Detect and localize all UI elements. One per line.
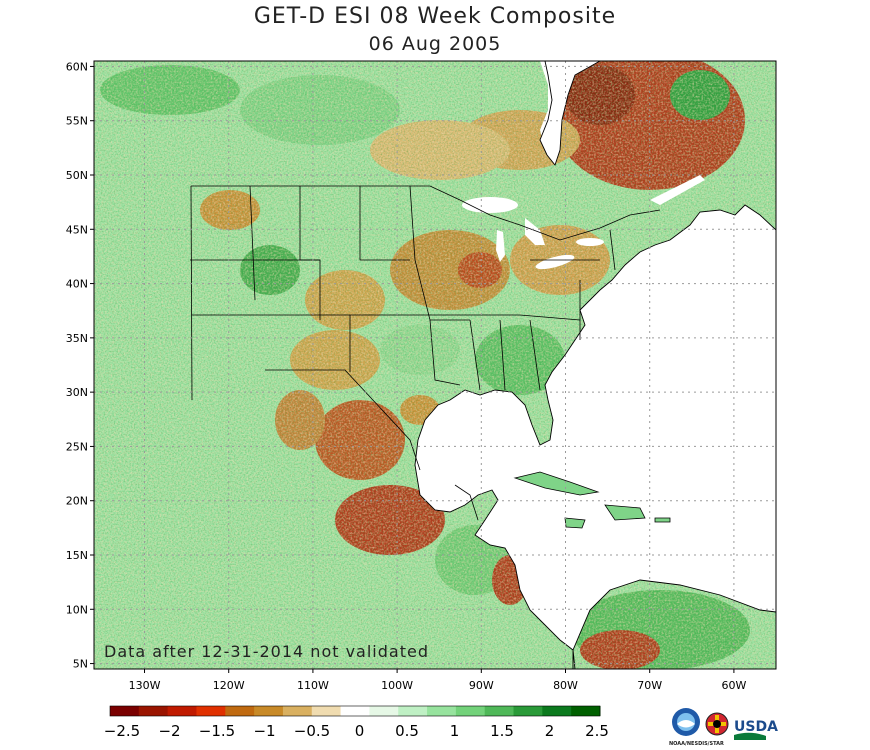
lon-tick-label: 80W — [553, 679, 578, 692]
lon-tick-label: 110W — [297, 679, 329, 692]
lat-tick-label: 55N — [66, 115, 88, 128]
lon-tick-label: 60W — [721, 679, 746, 692]
caribbean-islands — [513, 471, 671, 529]
colorbar-label: 0 — [355, 722, 365, 740]
colorbar-label: −2.5 — [104, 722, 140, 740]
university-seal-logo — [705, 712, 729, 736]
lat-tick-label: 50N — [66, 169, 88, 182]
colorbar-label: −1.5 — [199, 722, 235, 740]
latitude-axis: 60N 55N 50N 45N 40N 35N 30N 25N 20N 15N 10N 5N — [66, 60, 94, 671]
lat-tick-label: 5N — [73, 658, 88, 671]
colorbar-swatch — [542, 706, 572, 716]
lat-tick-label: 25N — [66, 440, 88, 453]
colorbar-swatch — [369, 706, 399, 716]
colorbar-swatch — [311, 706, 342, 716]
colorbar-swatch — [455, 706, 486, 716]
colorbar-swatch — [398, 706, 428, 716]
colorbar-swatch — [484, 706, 515, 716]
colorbar-swatch — [196, 706, 226, 716]
validation-note: Data after 12-31-2014 not validated — [104, 642, 429, 661]
colorbar-label: 0.5 — [395, 722, 419, 740]
colorbar-swatch — [138, 706, 169, 716]
lat-tick-label: 35N — [66, 332, 88, 345]
lat-tick-label: 60N — [66, 60, 88, 73]
colorbar-swatch — [254, 706, 284, 716]
colorbar-label: −1 — [253, 722, 275, 740]
colorbar-swatch — [427, 706, 457, 716]
map-frame — [93, 60, 777, 670]
lon-tick-label: 90W — [469, 679, 494, 692]
usda-logo: USDA — [734, 719, 778, 740]
lon-tick-label: 130W — [129, 679, 161, 692]
inland-water — [462, 61, 705, 270]
colorbar-swatch — [282, 706, 313, 716]
lat-tick-label: 20N — [66, 495, 88, 508]
colorbar-swatch — [167, 706, 197, 716]
colorbar-outline — [109, 705, 601, 717]
longitude-axis: 130W 120W 110W 100W 90W 80W 70W 60W — [129, 669, 746, 692]
colorbar-swatch — [340, 706, 370, 716]
colorbar-swatch — [225, 706, 255, 716]
lat-tick-label: 15N — [66, 549, 88, 562]
lon-tick-label: 70W — [637, 679, 662, 692]
lat-tick-label: 45N — [66, 223, 88, 236]
lat-tick-label: 10N — [66, 603, 88, 616]
colorbar-label: −2 — [158, 722, 180, 740]
colorbar-swatch — [571, 706, 601, 716]
colorbar-label: 1.5 — [490, 722, 514, 740]
colorbar-swatch — [513, 706, 543, 716]
noaa-logo-text: NOAA/NESDIS/STAR — [669, 741, 724, 747]
colorbar-label: 2 — [545, 722, 555, 740]
lon-tick-label: 100W — [381, 679, 413, 692]
lat-tick-label: 30N — [66, 386, 88, 399]
colorbar: −2.5 −2 −1.5 −1 −0.5 0 0.5 1 1.5 2 2.5 — [104, 705, 609, 740]
colorbar-swatch — [110, 706, 140, 716]
political-borders — [190, 185, 661, 521]
noaa-logo: NOAA/NESDIS/STAR — [669, 708, 724, 747]
map-title: GET-D ESI 08 Week Composite — [253, 4, 617, 29]
colorbar-label: 1 — [450, 722, 460, 740]
map-date: 06 Aug 2005 — [368, 33, 502, 55]
colorbar-label: −0.5 — [294, 722, 330, 740]
lon-tick-label: 120W — [213, 679, 245, 692]
lat-tick-label: 40N — [66, 278, 88, 291]
usda-logo-text: USDA — [734, 719, 778, 735]
colorbar-label: 2.5 — [585, 722, 609, 740]
